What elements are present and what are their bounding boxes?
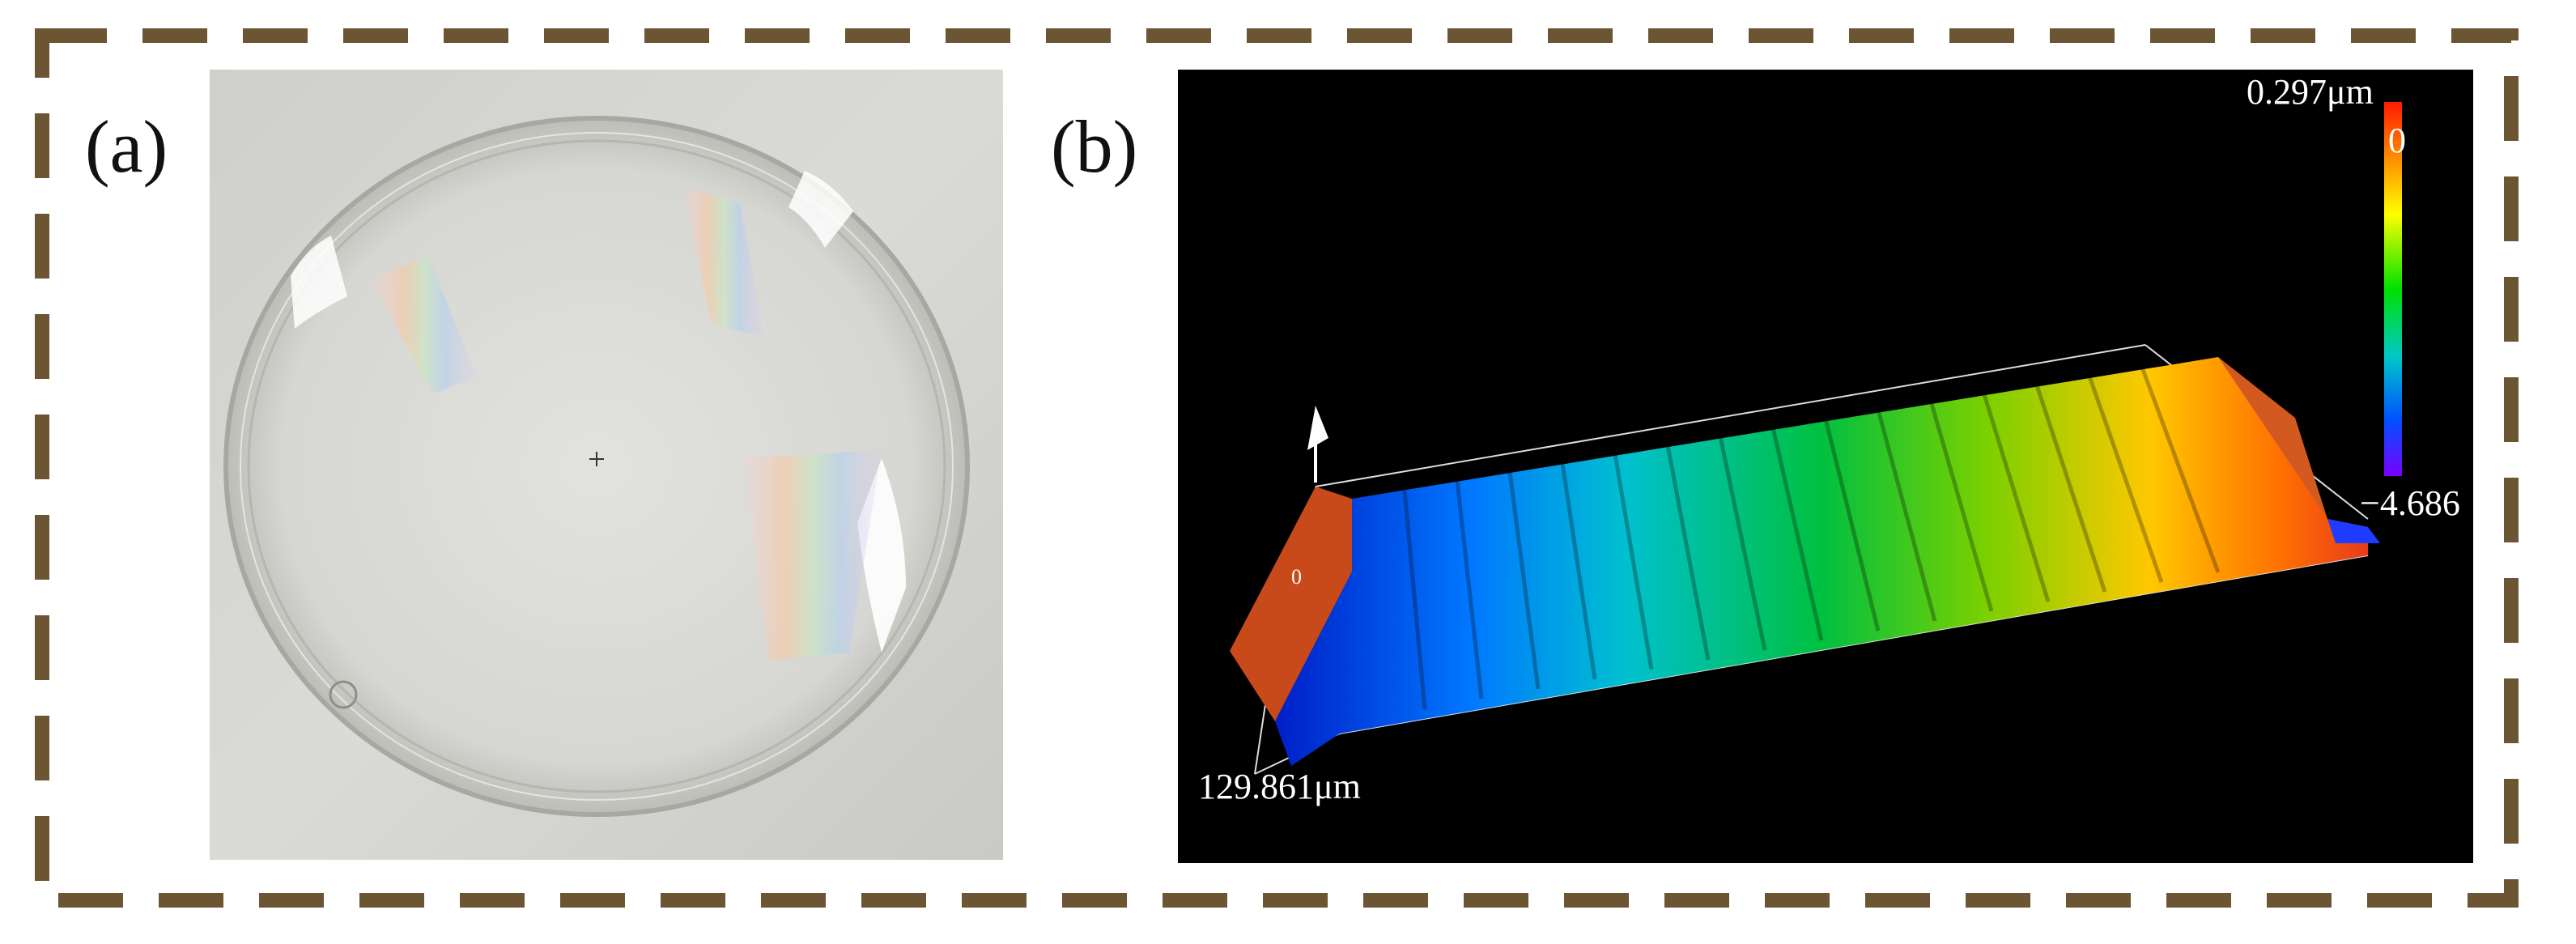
diffraction-band	[683, 187, 764, 337]
panel-label-a: (a)	[85, 105, 168, 188]
panel-label-b: (b)	[1051, 105, 1138, 188]
right-low-region	[2327, 519, 2380, 543]
axis-length-label: 129.861μm	[1198, 767, 1361, 806]
colorbar	[2384, 102, 2402, 476]
z-axis-arrow	[1307, 406, 1328, 483]
diffraction-band	[744, 450, 882, 661]
lens-photo	[210, 70, 1003, 860]
rim-defect	[329, 680, 358, 709]
colorbar-min-label: −4.686	[2360, 483, 2460, 523]
step-edges	[1402, 364, 2221, 710]
glare-highlight	[789, 171, 853, 248]
colorbar-max-label: 0.297μm	[2247, 72, 2374, 112]
glare-highlight	[291, 236, 347, 329]
center-cross-mark	[589, 452, 604, 466]
left-edge-wall	[1230, 487, 1352, 721]
surface-profile-3d	[1178, 70, 2473, 863]
disk-inner-rim	[247, 139, 946, 793]
stepped-surface	[1275, 357, 2368, 766]
diffraction-band	[372, 256, 477, 393]
colorbar-zero-label: 0	[2388, 121, 2406, 160]
surface-zero-label: 0	[1291, 565, 1302, 589]
